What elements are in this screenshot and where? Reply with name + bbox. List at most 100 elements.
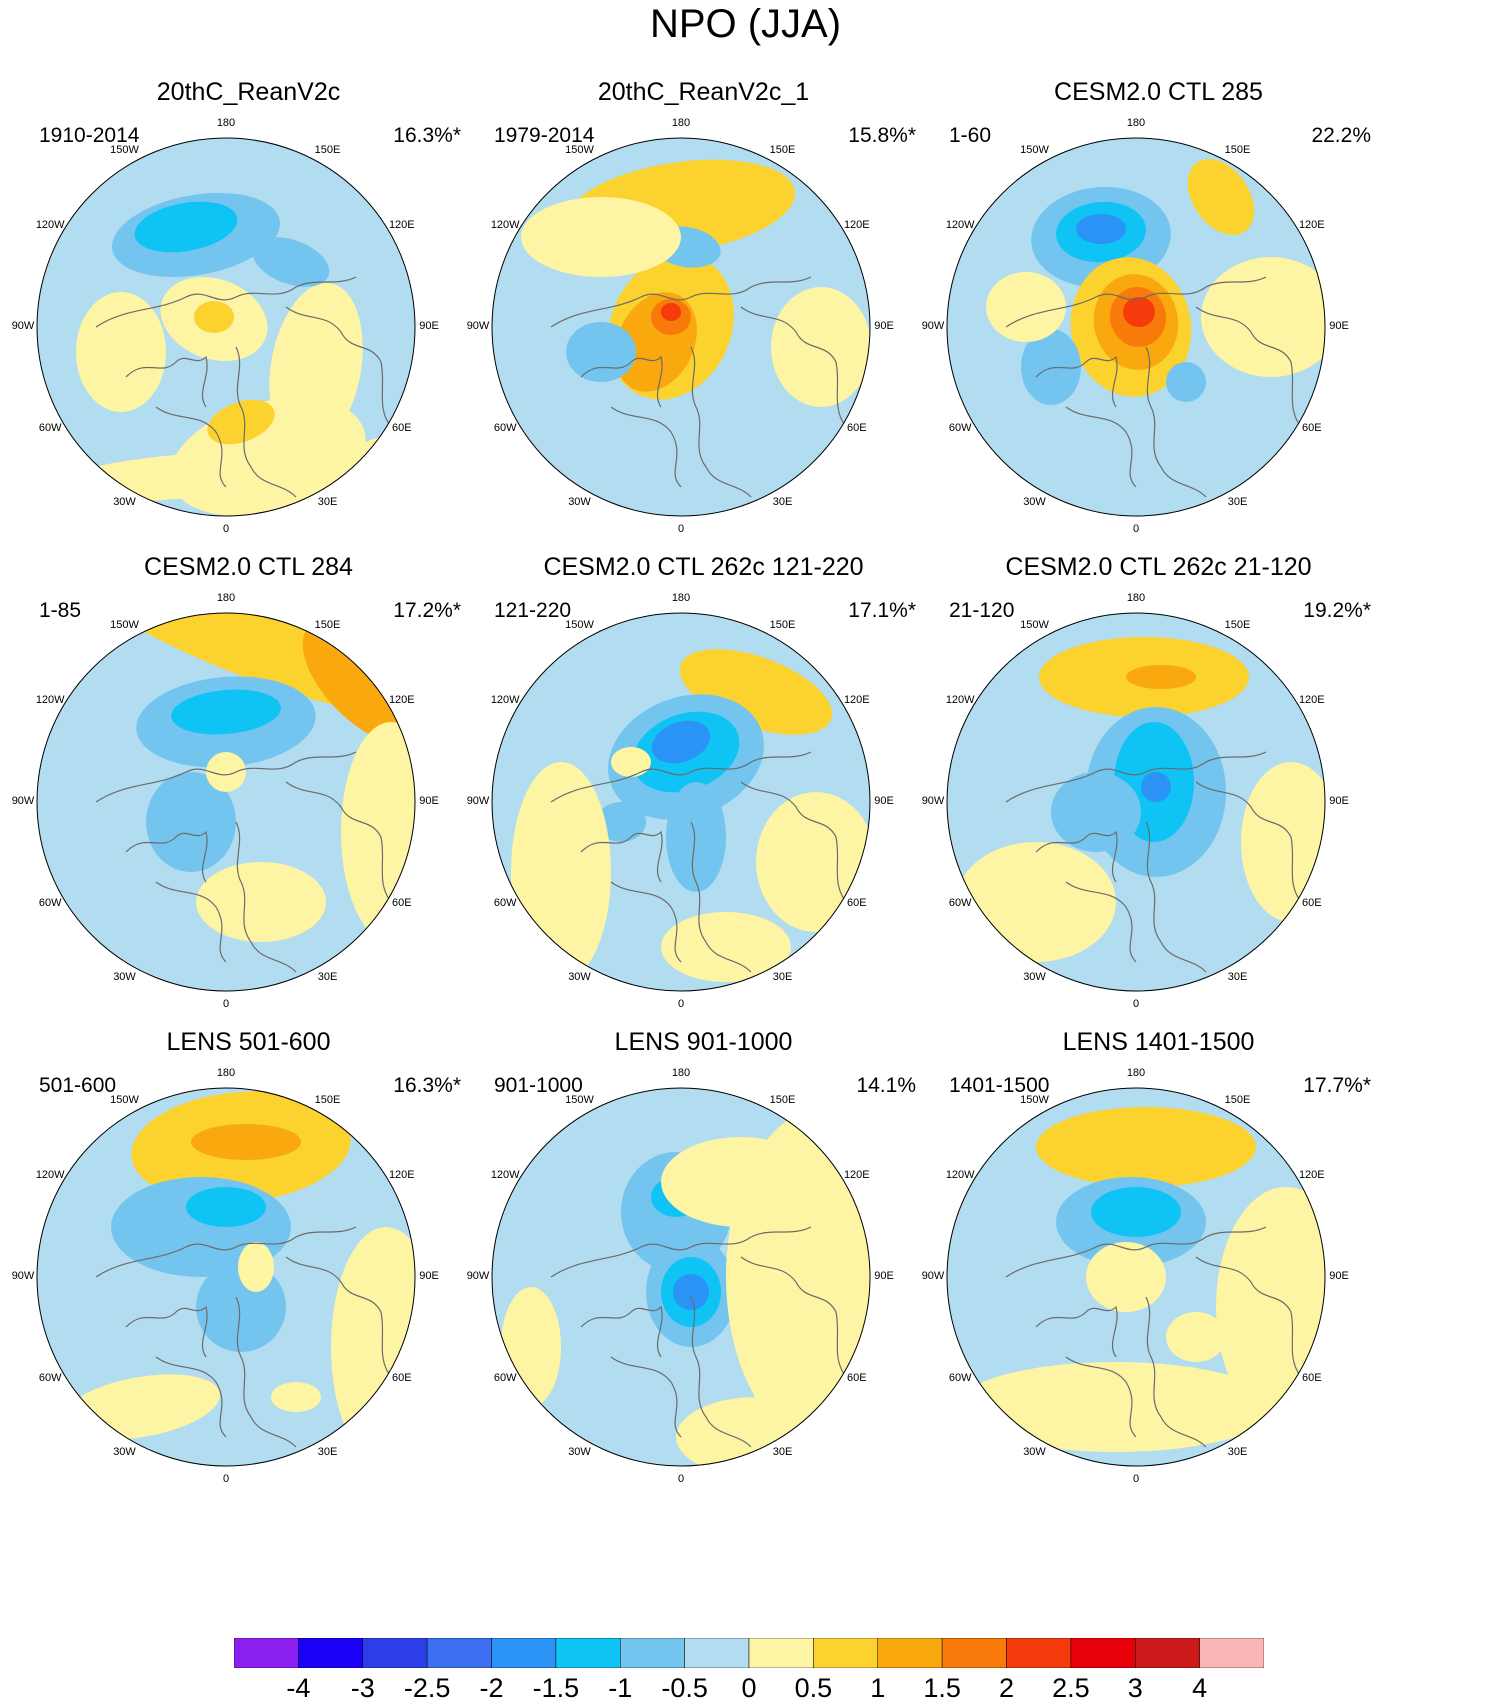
coastline <box>1195 1256 1302 1378</box>
longitude-label: 30E <box>317 970 338 983</box>
longitude-label: 150E <box>314 1094 341 1107</box>
coastline <box>1145 821 1207 973</box>
map-panel: CESM2.0 CTL 262c 21-120 21-120 19.2%* 180 15… <box>910 475 1407 1010</box>
panel-title: CESM2.0 CTL 262c 121-220 <box>543 553 864 581</box>
colorbar-label: -4 <box>286 1673 311 1703</box>
anomaly-contour-pos15 <box>1126 665 1196 689</box>
colorbar <box>234 1638 1264 1668</box>
colorbar-box <box>1006 1638 1072 1668</box>
map-panel: LENS 901-1000 901-1000 14.1% 180 150E 120E 90E… <box>455 950 952 1485</box>
coastline <box>580 355 663 408</box>
longitude-label: 90E <box>874 1270 894 1282</box>
coastline <box>1005 276 1267 328</box>
longitude-label: 150E <box>1224 619 1251 632</box>
coastline <box>155 1356 227 1438</box>
longitude-label: 30E <box>1227 495 1248 508</box>
coastline <box>95 751 357 803</box>
longitude-label: 60E <box>1302 421 1322 434</box>
map-border <box>36 612 416 992</box>
colorbar-box <box>877 1638 943 1668</box>
coastline <box>95 1226 357 1278</box>
panel-title: LENS 901-1000 <box>614 1028 793 1056</box>
anomaly-contour-pos25 <box>1123 297 1155 327</box>
longitude-label: 90W <box>921 320 945 332</box>
longitude-label: 150E <box>1224 1094 1251 1107</box>
longitude-label: 60W <box>948 421 972 434</box>
map-border <box>946 612 1326 992</box>
colorbar-box <box>1070 1638 1136 1668</box>
longitude-label: 90W <box>11 1270 35 1282</box>
coastline <box>155 406 227 488</box>
coastline <box>235 821 297 973</box>
polar-map <box>491 1087 871 1467</box>
longitude-label: 90E <box>874 795 894 807</box>
anomaly-contour-pos05 <box>771 287 870 407</box>
map-border <box>491 137 871 517</box>
longitude-label: 120E <box>843 693 870 706</box>
colorbar-label: 4 <box>1192 1673 1208 1703</box>
longitude-label: 120E <box>388 1168 415 1181</box>
coastline <box>740 1256 847 1378</box>
longitude-label: 0 <box>677 523 685 535</box>
coastline <box>610 406 682 488</box>
anomaly-contour-neg2 <box>1141 772 1171 802</box>
longitude-label: 90W <box>11 795 35 807</box>
longitude-label: 30E <box>772 1445 793 1458</box>
panel-period: 1-85 <box>39 599 82 622</box>
anomaly-contour-pos05 <box>271 1382 321 1412</box>
longitude-label: 60W <box>493 1371 517 1384</box>
map-border <box>36 137 416 517</box>
anomaly-contour-neg2 <box>651 720 711 764</box>
longitude-label: 60W <box>948 896 972 909</box>
longitude-label: 120W <box>35 1168 65 1181</box>
coastline <box>1145 1296 1207 1448</box>
anomaly-contour-pos25 <box>661 303 681 321</box>
anomaly-contour-pos05 <box>511 762 611 982</box>
map-panel: 20thC_ReanV2c_1 1979-2014 15.8%* 180 150E 120… <box>455 0 952 535</box>
coastline <box>1065 881 1137 963</box>
longitude-label: 180 <box>1126 1067 1146 1079</box>
coastline <box>285 781 392 903</box>
longitude-label: 120W <box>490 693 520 706</box>
coastline <box>1195 306 1302 428</box>
anomaly-contour-neg1 <box>252 237 330 287</box>
anomaly-contour-pos05 <box>611 747 651 777</box>
longitude-label: 60W <box>38 421 62 434</box>
anomaly-contour-pos05 <box>661 912 791 982</box>
coastline <box>235 1296 297 1448</box>
coastline <box>285 306 392 428</box>
longitude-label: 180 <box>1126 592 1146 604</box>
anomaly-contour-pos05 <box>238 1242 274 1292</box>
panel-variance: 22.2% <box>1311 124 1371 147</box>
colorbar-label: 2.5 <box>1052 1673 1090 1703</box>
map-panel: CESM2.0 CTL 262c 121-220 121-220 17.1%* 180… <box>455 475 952 1010</box>
anomaly-contour-neg1 <box>1166 362 1206 402</box>
longitude-label: 180 <box>671 1067 691 1079</box>
longitude-label: 30W <box>1023 495 1046 508</box>
longitude-label: 90W <box>921 795 945 807</box>
longitude-label: 60E <box>1302 1371 1322 1384</box>
anomaly-contour-neg2 <box>1076 214 1126 244</box>
panel-period: 1910-2014 <box>39 124 140 147</box>
anomaly-contour-pos05 <box>206 752 246 792</box>
colorbar-label: -1.5 <box>532 1673 580 1703</box>
longitude-label: 60E <box>1302 896 1322 909</box>
longitude-label: 180 <box>216 1067 236 1079</box>
longitude-label: 0 <box>222 998 230 1010</box>
panel-title: CESM2.0 CTL 285 <box>1054 78 1263 106</box>
longitude-label: 150E <box>769 144 796 157</box>
coastline <box>550 276 812 328</box>
longitude-label: 90W <box>466 320 490 332</box>
map-border <box>946 1087 1326 1467</box>
colorbar-box <box>813 1638 878 1668</box>
longitude-label: 120E <box>388 218 415 231</box>
coastline <box>550 751 812 803</box>
map-border <box>36 1087 416 1467</box>
longitude-label: 90W <box>11 320 35 332</box>
colorbar-box <box>298 1638 363 1668</box>
longitude-label: 150E <box>314 144 341 157</box>
longitude-label: 0 <box>1132 523 1140 535</box>
coastline <box>690 821 752 973</box>
panel-period: 901-1000 <box>494 1074 583 1097</box>
panel-period: 1979-2014 <box>494 124 595 147</box>
